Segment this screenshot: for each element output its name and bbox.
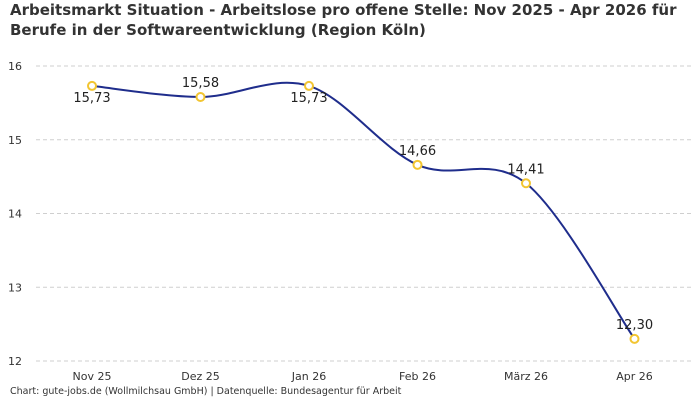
y-tick-label: 14 [8,208,22,221]
y-axis-ticks: 12 13 14 15 16 [8,60,22,368]
data-point [629,333,640,344]
x-tick-label: Apr 26 [616,370,653,383]
data-labels: 15,73 15,58 15,73 14,66 14,41 12,30 [73,76,653,333]
data-point [195,91,206,102]
y-tick-label: 15 [8,134,22,147]
data-label: 15,73 [73,91,110,106]
x-tick-label: Feb 26 [399,370,436,383]
x-axis-ticks: Nov 25 Dez 25 Jan 26 Feb 26 März 26 Apr 26 [73,370,653,383]
y-tick-label: 16 [8,60,22,73]
data-point [521,178,531,189]
x-tick-label: Dez 25 [181,370,220,383]
y-tick-label: 13 [8,281,22,294]
chart-footer: Chart: gute-jobs.de (Wollmilchsau GmbH) … [10,386,402,397]
series-line [91,81,636,340]
data-label: 15,58 [182,76,219,91]
x-tick-label: Nov 25 [73,370,112,383]
data-label: 14,41 [507,162,544,177]
data-point [304,80,314,91]
data-point [412,159,423,170]
data-label: 15,73 [290,91,327,106]
y-tick-label: 12 [8,355,22,368]
gridlines [36,65,692,362]
data-label: 12,30 [616,318,653,333]
x-tick-label: Jan 26 [291,370,326,383]
x-tick-label: März 26 [504,370,548,383]
data-point [87,80,97,91]
data-label: 14,66 [399,144,436,159]
data-points [87,80,640,344]
chart-title: Arbeitsmarkt Situation - Arbeitslose pro… [10,1,677,39]
